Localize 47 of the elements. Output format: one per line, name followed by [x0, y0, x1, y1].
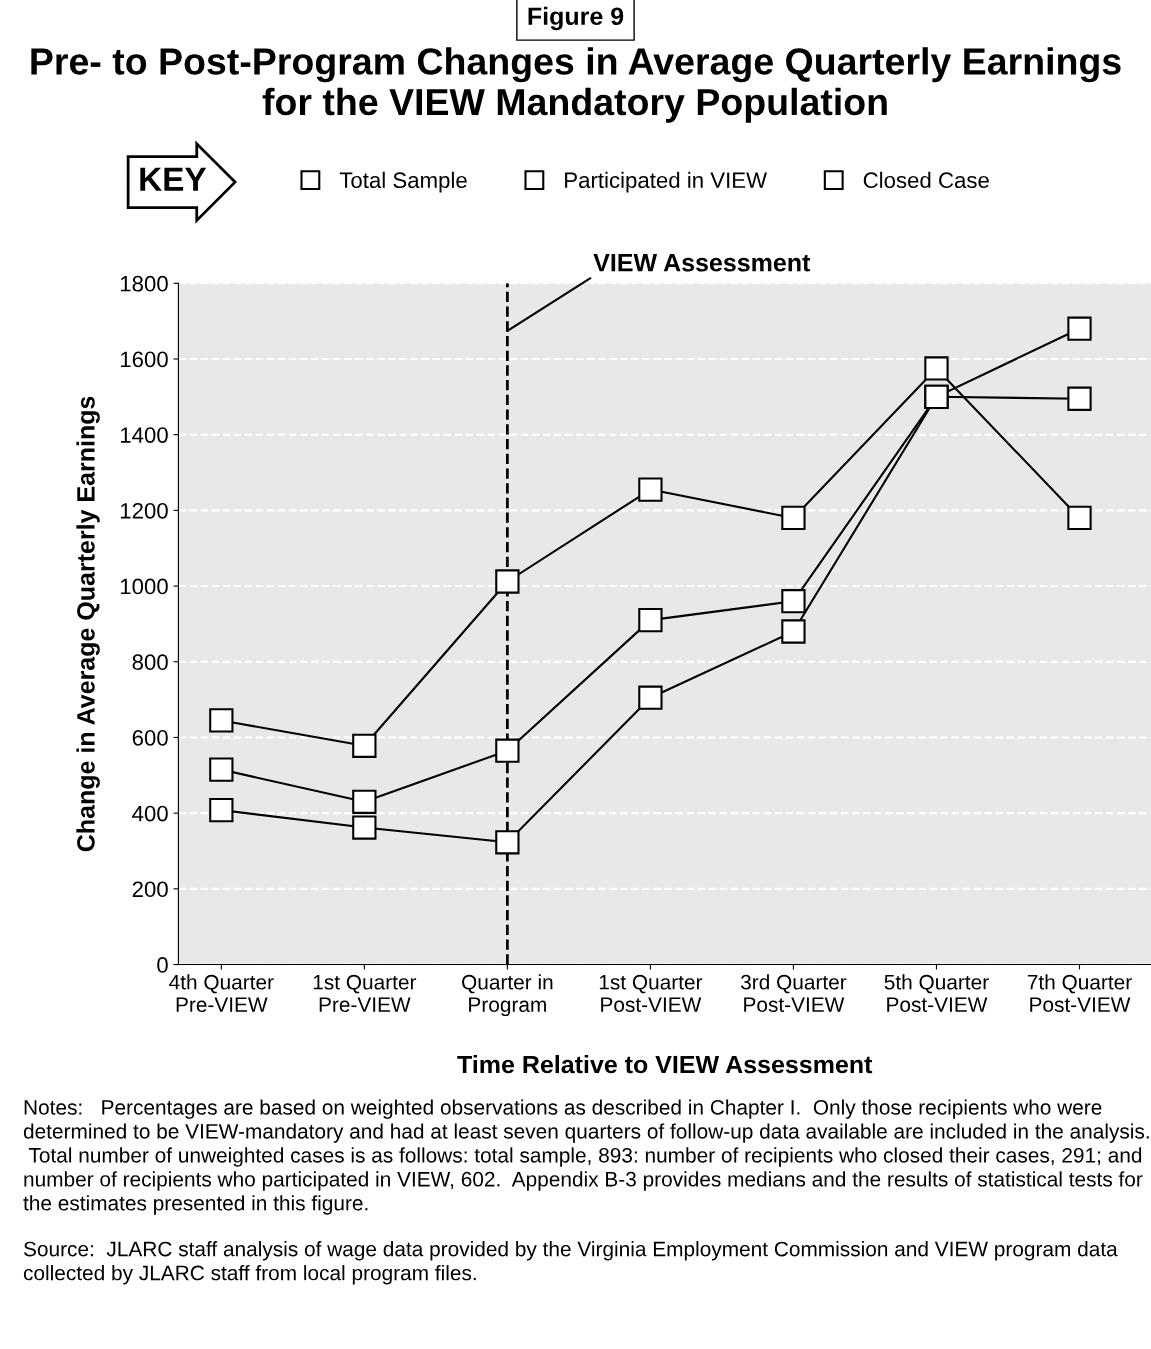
- y-tick-label: 1200: [120, 502, 168, 519]
- point: [1067, 316, 1092, 341]
- text: Notes: Percentages are based on weighted observations as described in Chapter I. Only those recipients who were determined to be VIEW-mandatory and had at least seven quarters of follow-up data available are included in the analysis. Total number of unweighted cases is as follows: total sample, 893: number of recipients who closed their cases, 291; and number of recipients who participated in VIEW, 602. Appendix B-3 provides medians and the results of statistical tests for the estimates presented in this figure.: [23, 1099, 1149, 1215]
- point: [352, 789, 377, 814]
- point: [209, 708, 234, 733]
- point: [1067, 386, 1092, 411]
- x-tick-label: 1st Quarter Post-VIEW: [599, 974, 703, 1012]
- legend-title: KEY: [140, 167, 207, 191]
- y-axis-title: Change in Average Quarterly Earnings: [76, 396, 100, 852]
- point: [495, 569, 520, 594]
- point: [638, 607, 663, 633]
- x-tick-label: Quarter in Program: [462, 974, 553, 1017]
- point: [781, 589, 806, 614]
- point: [495, 830, 520, 855]
- point: [781, 505, 806, 531]
- y-tick-label: 1800: [120, 275, 168, 292]
- legend-label: Closed Case: [863, 171, 989, 189]
- source-note: Source: JLARC staff analysis of wage data provided by the Virginia Employment Commission and VIEW program data collected by JLARC staff from local program files.: [23, 1241, 1118, 1285]
- y-tick-label: 200: [132, 881, 168, 898]
- x-axis-title: Time Relative to VIEW Assessment: [457, 1055, 873, 1074]
- legend-label: Total Sample: [339, 171, 467, 193]
- x-tick-label: 4th Quarter Pre-VIEW: [169, 974, 274, 1012]
- y-tick-label: 1600: [120, 351, 168, 368]
- legend-label: Participated in VIEW: [565, 171, 767, 193]
- y-tick-label: 800: [132, 654, 168, 671]
- x-tick-label: 7th Quarter Post-VIEW: [1027, 974, 1132, 1012]
- x-tick-label: 3rd Quarter Post-VIEW: [740, 974, 847, 1012]
- chart-title: Pre- to Post-Program Changes in Average Quarterly Earnings for the VIEW Mandatory Population: [31, 47, 1121, 123]
- point: [352, 815, 377, 840]
- point: [209, 797, 234, 823]
- point: [638, 477, 663, 502]
- y-tick-label: 1400: [120, 427, 168, 443]
- x-tick-label: 1st Quarter Pre-VIEW: [313, 974, 417, 1012]
- y-tick-label: 600: [132, 729, 168, 746]
- point: [924, 356, 949, 381]
- point: [352, 733, 377, 758]
- point: [209, 757, 234, 782]
- point: [1067, 505, 1092, 531]
- y-tick-label: 0: [157, 957, 168, 973]
- ref-line-label: VIEW Assessment: [593, 254, 811, 272]
- point: [638, 685, 663, 710]
- y-tick-label: 400: [132, 805, 168, 822]
- point: [781, 619, 806, 644]
- x-tick-label: 5th Quarter Post-VIEW: [884, 974, 989, 1012]
- y-tick-label: 1000: [120, 578, 168, 595]
- point: [495, 738, 520, 763]
- chart-subtitle: Figure 9: [528, 6, 624, 31]
